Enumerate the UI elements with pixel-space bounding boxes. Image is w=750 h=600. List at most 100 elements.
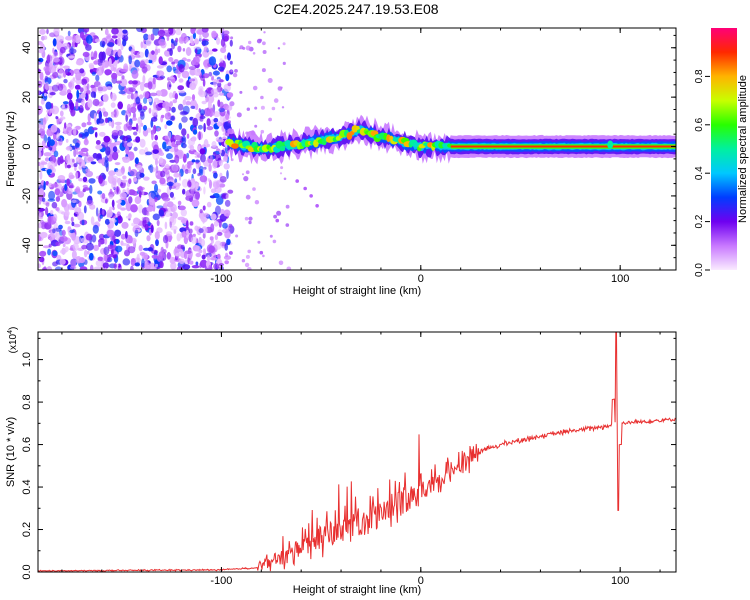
noise-blob	[195, 48, 198, 54]
noise-blob	[216, 37, 220, 45]
noise-blob	[101, 174, 107, 180]
noise-blob	[138, 124, 141, 134]
noise-blob	[170, 225, 178, 231]
noise-blob	[168, 57, 174, 62]
noise-blob	[224, 199, 231, 207]
noise-blob	[79, 87, 84, 93]
noise-blob	[177, 248, 184, 253]
spectrogram-xtick-label: 100	[611, 273, 629, 285]
noise-blob	[193, 129, 198, 135]
noise-blob	[271, 106, 276, 111]
noise-blob	[85, 233, 93, 241]
noise-blob	[68, 99, 73, 107]
snr-multiplier: (x104)	[7, 327, 19, 354]
noise-blob	[78, 178, 83, 182]
snr-xtick-label: -100	[210, 575, 232, 587]
noise-blob	[65, 155, 71, 164]
noise-blob	[150, 33, 155, 41]
noise-blob	[208, 71, 213, 77]
noise-blob	[180, 142, 184, 148]
noise-blob	[115, 124, 121, 131]
noise-blob	[103, 246, 110, 255]
noise-blob	[109, 218, 117, 224]
noise-blob	[154, 196, 158, 202]
noise-blob	[47, 54, 50, 64]
noise-blob	[89, 184, 93, 194]
noise-blob	[67, 55, 76, 59]
noise-blob	[71, 250, 77, 260]
noise-blob	[83, 128, 89, 138]
noise-blob	[73, 163, 78, 168]
noise-blob	[116, 186, 119, 194]
noise-blob	[180, 244, 185, 250]
noise-blob	[128, 55, 132, 65]
noise-blob	[283, 177, 287, 181]
noise-blob	[223, 35, 229, 42]
noise-blob	[48, 190, 56, 201]
figure-title: C2E4.2025.247.19.53.E08	[273, 1, 439, 17]
noise-blob	[69, 184, 75, 189]
noise-blob	[86, 200, 94, 206]
noise-blob	[252, 52, 256, 55]
colorbar-tick-label: 0.0	[694, 263, 705, 277]
noise-dot	[303, 186, 307, 191]
noise-blob	[209, 195, 216, 199]
noise-blob	[128, 178, 132, 185]
noise-blob	[58, 118, 64, 122]
noise-blob	[117, 129, 124, 137]
noise-blob	[130, 258, 136, 266]
noise-blob	[164, 210, 172, 217]
noise-blob	[43, 180, 46, 191]
noise-blob	[122, 175, 127, 180]
noise-blob	[185, 101, 191, 106]
noise-blob	[65, 35, 73, 41]
noise-blob	[47, 198, 56, 202]
noise-blob	[45, 202, 50, 207]
noise-blob	[147, 81, 153, 90]
noise-blob	[83, 28, 90, 33]
noise-blob	[175, 37, 179, 43]
noise-blob	[58, 224, 63, 230]
noise-blob	[208, 49, 213, 55]
noise-blob	[206, 126, 214, 131]
noise-blob	[209, 236, 214, 241]
noise-blob	[145, 210, 149, 216]
noise-blob	[197, 124, 203, 130]
noise-blob	[112, 146, 118, 153]
noise-blob	[160, 114, 165, 119]
noise-blob	[82, 165, 86, 169]
noise-blob	[224, 260, 229, 265]
noise-blob	[110, 249, 114, 255]
noise-blob	[158, 157, 164, 164]
noise-blob	[171, 164, 179, 172]
noise-blob	[108, 194, 114, 200]
colorbar	[711, 28, 737, 270]
noise-blob	[213, 111, 221, 118]
noise-blob	[182, 188, 186, 195]
noise-blob	[254, 106, 258, 110]
noise-blob	[177, 45, 182, 53]
noise-blob	[227, 82, 232, 87]
noise-blob	[72, 77, 76, 81]
noise-blob	[199, 148, 206, 155]
noise-blob	[219, 176, 227, 183]
noise-blob	[91, 234, 97, 243]
noise-blob	[57, 175, 66, 181]
noise-blob	[267, 78, 273, 83]
noise-blob	[49, 108, 55, 114]
noise-blob	[104, 238, 108, 245]
noise-blob	[62, 101, 69, 105]
noise-blob	[121, 242, 128, 246]
noise-blob	[125, 231, 128, 239]
noise-blob	[138, 244, 143, 252]
noise-blob	[38, 123, 43, 129]
noise-blob	[48, 64, 57, 74]
noise-blob	[134, 196, 142, 205]
noise-blob	[212, 70, 220, 76]
noise-blob	[201, 40, 209, 46]
noise-blob	[203, 46, 209, 53]
noise-blob	[198, 90, 207, 98]
noise-blob	[110, 102, 116, 108]
noise-blob	[102, 93, 109, 103]
noise-blob	[213, 263, 220, 270]
